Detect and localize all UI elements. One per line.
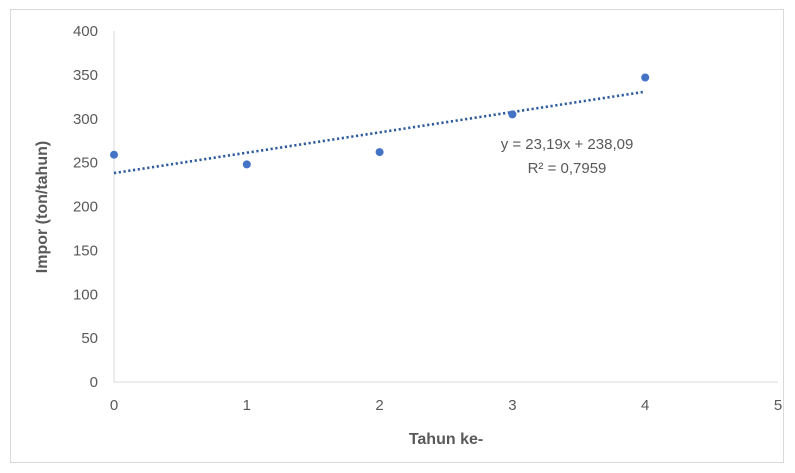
- y-tick-label: 100: [73, 286, 98, 303]
- data-point: [242, 160, 251, 169]
- x-tick-label: 1: [243, 397, 251, 414]
- r-squared-label: R² = 0,7959: [528, 160, 607, 177]
- y-tick-label: 50: [81, 330, 98, 347]
- trendline-equation: y = 23,19x + 238,09: [501, 136, 634, 153]
- data-point: [641, 73, 650, 82]
- data-point: [110, 150, 118, 159]
- trendline: [113, 90, 646, 175]
- y-axis-title: Impor (ton/tahun): [34, 141, 51, 273]
- y-tick-label: 300: [73, 111, 98, 128]
- x-axis-title: Tahun ke-: [409, 431, 483, 448]
- y-tick-label: 350: [73, 67, 98, 84]
- y-tick-label: 200: [73, 199, 98, 216]
- data-point: [508, 110, 517, 119]
- data-point: [375, 148, 384, 157]
- y-tick-label: 0: [90, 374, 98, 391]
- x-tick-label: 3: [508, 397, 516, 414]
- x-tick-label: 4: [641, 397, 649, 414]
- y-tick-label: 150: [73, 242, 98, 259]
- x-tick-label: 5: [774, 397, 782, 414]
- data-points: [110, 73, 650, 169]
- y-axis-tick-labels: 0 50 100 150 200 250 300 350 400: [73, 23, 98, 391]
- x-tick-label: 0: [110, 397, 118, 414]
- y-tick-label: 250: [73, 155, 98, 172]
- x-axis-tick-labels: 0 1 2 3 4 5: [110, 397, 782, 414]
- x-tick-label: 2: [375, 397, 383, 414]
- chart-frame: [10, 9, 784, 463]
- y-tick-label: 400: [73, 23, 98, 40]
